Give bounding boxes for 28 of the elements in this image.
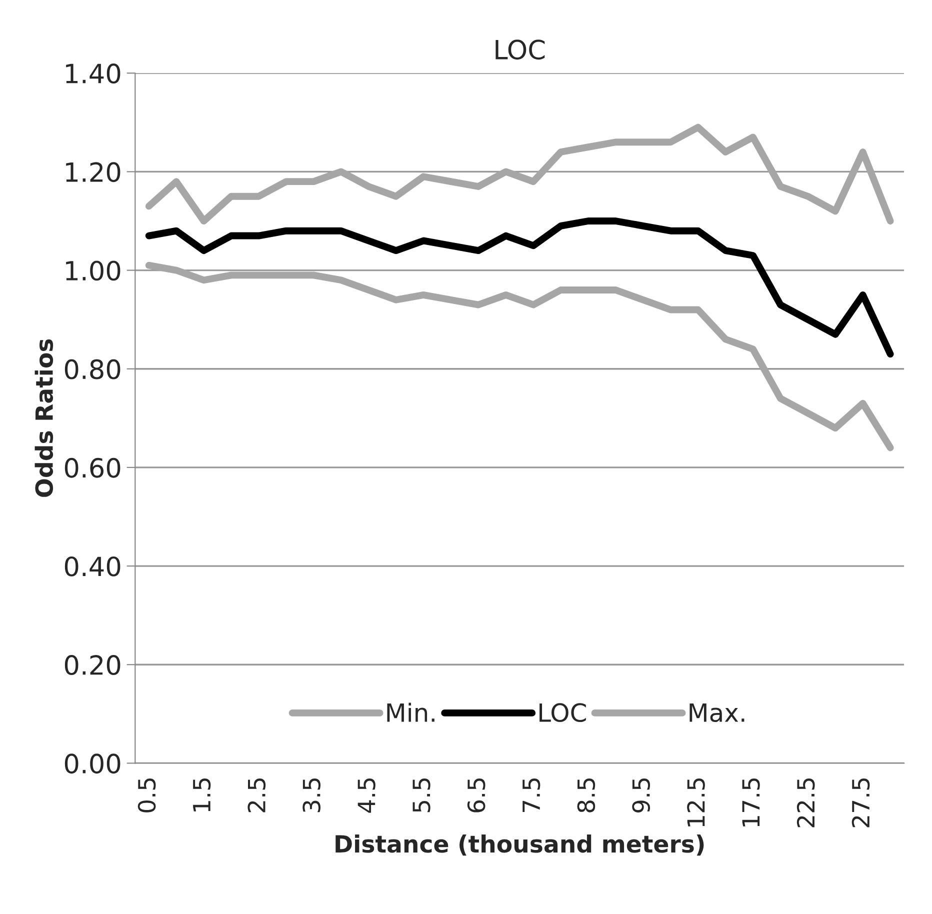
x-axis-title: Distance (thousand meters) [336,834,704,856]
x-tick-label: 7.5 [522,778,540,812]
x-tick-label: 0.5 [138,778,156,812]
legend-label: Max. [690,703,744,722]
y-tick-label: 0.00 [64,754,120,774]
y-tick-label: 1.00 [66,260,120,281]
x-tick-label: 1.5 [193,778,211,812]
chart-title: LOC [496,40,545,60]
legend-label: LOC [540,703,586,722]
x-tick-label: 2.5 [248,778,266,812]
y-tick-label: 0.40 [64,556,120,576]
y-axis-title: Odds Ratios [34,339,54,497]
y-tick-label: 1.20 [66,162,120,182]
x-tick-label: 17.5 [742,778,760,826]
x-tick-label: 3.5 [302,778,320,812]
y-tick-label: 0.60 [64,458,120,478]
x-tick-label: 4.5 [358,778,376,813]
x-tick-label: 5.5 [412,778,430,812]
y-tick-label: 0.80 [64,359,120,380]
legend-label: Min. [387,702,434,722]
x-tick-label: 12.5 [687,778,705,826]
y-tick-label: 0.20 [64,655,120,676]
x-tick-label: 6.5 [467,778,486,812]
x-tick-label: 9.5 [632,778,650,812]
x-tick-label: 22.5 [796,778,815,828]
x-tick-label: 8.5 [577,778,596,812]
x-tick-label: 27.5 [852,778,870,828]
y-tick-label: 1.40 [66,64,120,84]
